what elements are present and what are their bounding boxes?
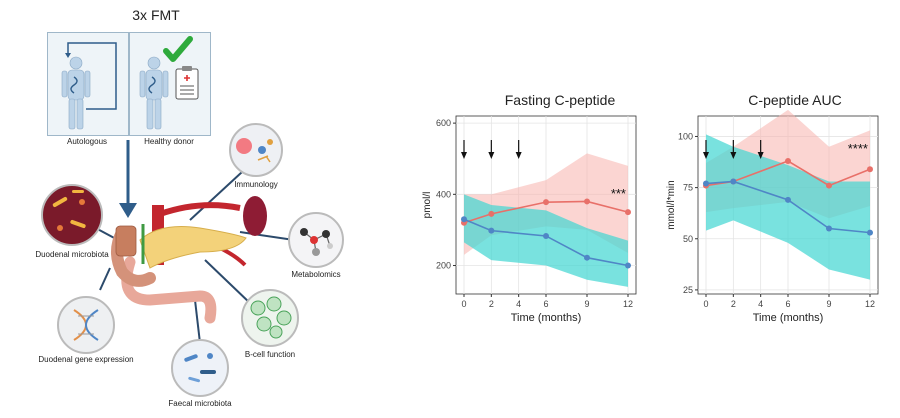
chart-title-c-peptide-auc: C-peptide AUC bbox=[748, 92, 842, 108]
y-tick-label: 100 bbox=[678, 131, 693, 141]
y-axis-label: pmol/l bbox=[422, 192, 433, 219]
dosing-arrow-head bbox=[461, 152, 467, 159]
y-axis-label: mmol/l*min bbox=[666, 180, 677, 229]
autologous-label: Autologous bbox=[66, 137, 108, 146]
ci-band-1 bbox=[706, 134, 870, 280]
flow-arrow-head bbox=[119, 203, 137, 218]
dosing-arrow-head bbox=[703, 152, 709, 159]
b-cell-function-label: B-cell function bbox=[244, 350, 296, 359]
y-tick-label: 50 bbox=[683, 234, 693, 244]
data-point-1 bbox=[543, 232, 549, 239]
data-point-1 bbox=[461, 216, 467, 223]
data-point-0 bbox=[826, 182, 832, 189]
duodenal-gene-expression-label: Duodenal gene expression bbox=[38, 355, 134, 364]
cells-icon bbox=[241, 289, 299, 347]
y-tick-label: 600 bbox=[436, 118, 451, 128]
y-tick-label: 25 bbox=[683, 285, 693, 295]
data-point-1 bbox=[867, 229, 873, 236]
data-point-0 bbox=[625, 209, 631, 216]
microscope-icon bbox=[229, 123, 283, 177]
clipboard-icon bbox=[175, 66, 199, 100]
data-point-0 bbox=[584, 198, 590, 205]
x-tick-label: 12 bbox=[623, 299, 633, 309]
chart-title-fasting-c-peptide: Fasting C-peptide bbox=[504, 92, 616, 108]
dosing-arrow-head bbox=[757, 152, 764, 159]
y-tick-label: 75 bbox=[683, 183, 693, 193]
dosing-arrow-head bbox=[730, 152, 737, 159]
data-point-1 bbox=[488, 227, 495, 234]
x-tick-label: 4 bbox=[516, 299, 521, 309]
data-point-1 bbox=[826, 225, 832, 232]
x-tick-label: 12 bbox=[865, 299, 875, 309]
gut-pancreas-illustration bbox=[41, 123, 344, 397]
dna-icon bbox=[57, 296, 115, 354]
x-tick-label: 4 bbox=[758, 299, 763, 309]
y-tick-label: 200 bbox=[436, 261, 451, 271]
checkmark-icon bbox=[163, 36, 193, 62]
healthy-donor-label: Healthy donor bbox=[144, 137, 194, 146]
chart-fasting-c-peptide: *** 0 2 4 6 9 12 200 400 600 Time (months) pmol/l bbox=[422, 115, 637, 324]
dosing-arrow-head bbox=[488, 152, 495, 159]
molecule-icon bbox=[288, 212, 344, 268]
x-tick-label: 2 bbox=[489, 299, 494, 309]
faecal-microbiota-label: Faecal microbiota bbox=[168, 399, 232, 408]
loop-arrow-icon bbox=[65, 42, 117, 110]
y-tick-label: 400 bbox=[436, 189, 451, 199]
chart-c-peptide-auc: **** 0 2 4 6 9 12 25 50 75 100 Time (months) mmol/l*… bbox=[666, 110, 879, 324]
metabolomics-label: Metabolomics bbox=[291, 270, 341, 279]
data-point-0 bbox=[488, 210, 495, 217]
x-tick-label: 6 bbox=[785, 299, 790, 309]
data-point-0 bbox=[543, 199, 549, 206]
significance-annotation: **** bbox=[848, 141, 868, 156]
immunology-label: Immunology bbox=[234, 180, 278, 189]
pancreas-illustration bbox=[111, 196, 267, 324]
human-body-icon bbox=[139, 56, 169, 130]
data-point-1 bbox=[785, 196, 791, 203]
x-tick-label: 0 bbox=[703, 299, 708, 309]
significance-annotation: *** bbox=[611, 186, 626, 201]
human-body-icon bbox=[61, 56, 91, 130]
x-tick-label: 0 bbox=[461, 299, 466, 309]
healthy-donor-panel bbox=[129, 32, 211, 136]
data-point-1 bbox=[625, 262, 631, 269]
bacteria-icon bbox=[41, 184, 103, 246]
duodenal-microbiota-label: Duodenal microbiota bbox=[35, 250, 109, 259]
data-point-1 bbox=[703, 180, 709, 187]
x-axis-label: Time (months) bbox=[511, 312, 582, 324]
ci-band-1 bbox=[464, 194, 628, 287]
bacteria-icon bbox=[171, 339, 229, 397]
autologous-panel bbox=[47, 32, 129, 136]
x-tick-label: 2 bbox=[731, 299, 736, 309]
data-point-0 bbox=[785, 158, 791, 165]
data-point-1 bbox=[730, 178, 737, 185]
x-axis-label: Time (months) bbox=[753, 312, 824, 324]
x-tick-label: 9 bbox=[826, 299, 831, 309]
data-point-1 bbox=[584, 254, 590, 261]
dosing-arrow-head bbox=[515, 152, 522, 159]
fmt-title: 3x FMT bbox=[132, 7, 180, 23]
data-point-0 bbox=[867, 166, 873, 173]
x-tick-label: 9 bbox=[584, 299, 589, 309]
charts-svg: *** 0 2 4 6 9 12 200 400 600 Time (months) pmol/l *… bbox=[422, 110, 879, 324]
x-tick-label: 6 bbox=[543, 299, 548, 309]
